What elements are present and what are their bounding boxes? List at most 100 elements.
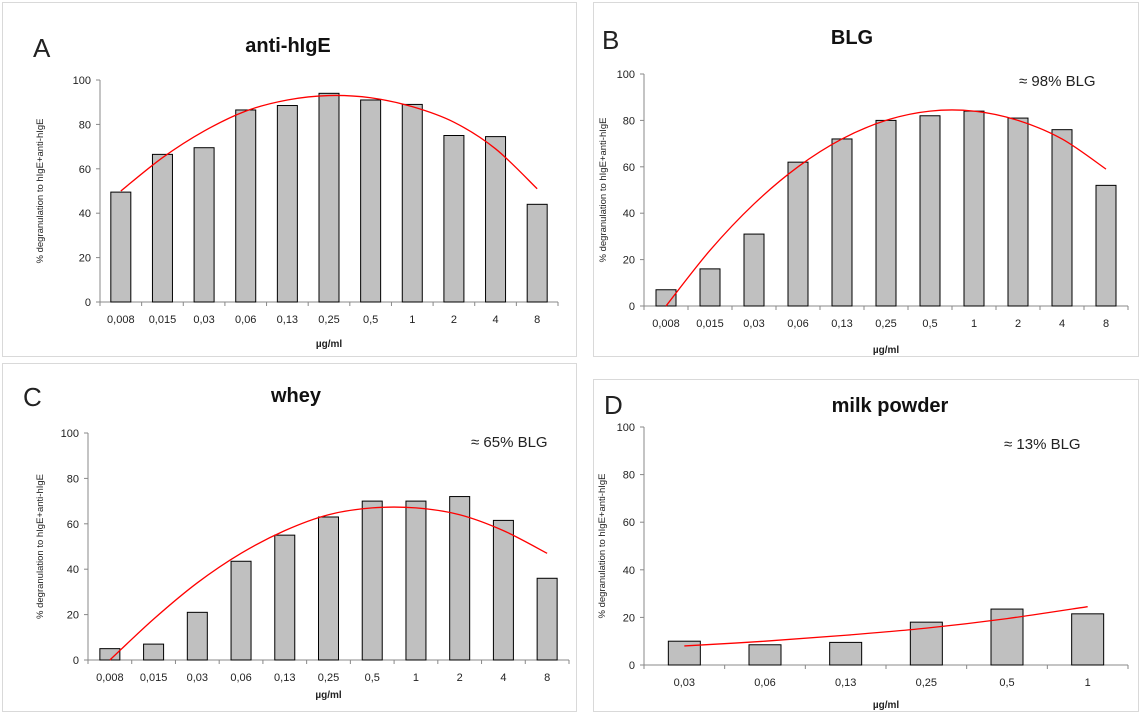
chart-title: anti-hIgE	[245, 35, 331, 57]
y-axis-label: % degranulation to hIgE+anti-hIgE	[597, 474, 608, 619]
x-tick-label: 0,008	[652, 318, 680, 330]
x-tick-label: 0,03	[743, 318, 764, 330]
chart-svg: 0 20 40 60 80 100 0,03 0,06 0,13 0,25 0,5 1 µg/ml % d…	[597, 422, 1129, 711]
y-axis-label: % degranulation to hIgE+anti-hIgE	[35, 119, 46, 264]
y-tick-label: 80	[623, 115, 635, 127]
chart-title: BLG	[830, 27, 874, 49]
bar	[748, 644, 782, 666]
x-tick-label: 0,25	[916, 677, 937, 689]
trendline	[120, 94, 538, 192]
x-tick-label: 0,13	[274, 672, 295, 684]
trendline	[684, 606, 1088, 647]
y-tick-label: 80	[67, 473, 79, 485]
x-tick-label: 0,13	[277, 314, 298, 326]
trendline	[665, 109, 1107, 307]
bar	[443, 135, 465, 303]
x-tick-label: 0,06	[235, 314, 256, 326]
x-tick-label: 1	[409, 314, 415, 326]
chart-title: milk powder	[831, 395, 949, 417]
chart-svg: 0 20 40 60 80 100 0,008 0,015 0,03 0,06 0,13 0,25 0,…	[598, 69, 1129, 356]
x-tick-label: 4	[1059, 318, 1065, 330]
x-tick-label: 0,13	[835, 677, 856, 689]
x-axis-label: µg/ml	[316, 339, 343, 350]
bar	[485, 136, 507, 303]
bar	[405, 500, 427, 661]
x-tick-label: 0,008	[96, 672, 124, 684]
x-tick-label: 0,06	[754, 677, 775, 689]
y-tick-label: 20	[67, 610, 79, 622]
bar	[276, 105, 298, 303]
bar	[318, 92, 340, 303]
y-tick-label: 60	[79, 164, 91, 176]
bar	[361, 500, 383, 661]
bar	[1007, 117, 1029, 307]
x-tick-label: 0,06	[787, 318, 808, 330]
x-tick-label: 2	[457, 672, 463, 684]
y-axis-label: % degranulation to hIgE+anti-hIgE	[35, 474, 46, 619]
x-tick-label: 8	[534, 314, 540, 326]
x-tick-label: 1	[1085, 677, 1091, 689]
chart-title: whey	[270, 385, 322, 407]
x-tick-label: 0,008	[107, 314, 135, 326]
blg-content-annotation: ≈ 65% BLG	[471, 434, 548, 451]
x-tick-label: 8	[544, 672, 550, 684]
x-axis-label: µg/ml	[873, 700, 900, 711]
bar	[274, 534, 296, 661]
panel-letter: A	[33, 33, 51, 63]
x-tick-label: 0,25	[875, 318, 896, 330]
blg-content-annotation: ≈ 98% BLG	[1019, 73, 1096, 90]
bar	[186, 611, 208, 661]
panel-letter: C	[23, 382, 42, 412]
x-tick-label: 0,03	[193, 314, 214, 326]
y-tick-label: 0	[85, 297, 91, 309]
y-tick-label: 60	[623, 162, 635, 174]
bar	[235, 109, 257, 303]
y-tick-label: 20	[623, 255, 635, 267]
x-tick-label: 4	[500, 672, 506, 684]
x-tick-label: 0,015	[140, 672, 168, 684]
x-tick-label: 0,5	[365, 672, 380, 684]
bar	[143, 643, 165, 661]
bar	[831, 138, 853, 307]
bar	[110, 191, 132, 303]
x-tick-label: 0,5	[363, 314, 378, 326]
panel-letter: B	[602, 25, 620, 55]
y-tick-label: 20	[79, 253, 91, 265]
y-tick-label: 0	[629, 301, 635, 313]
bar	[526, 203, 548, 303]
y-tick-label: 40	[67, 564, 79, 576]
bar	[1051, 129, 1073, 307]
x-tick-label: 2	[1015, 318, 1021, 330]
x-tick-label: 4	[492, 314, 498, 326]
bar	[743, 233, 765, 307]
y-tick-label: 0	[629, 660, 635, 672]
y-tick-label: 80	[623, 470, 635, 482]
bar	[360, 99, 382, 303]
bar	[492, 519, 514, 661]
x-axis-label: µg/ml	[315, 690, 342, 701]
bar	[1071, 613, 1105, 666]
bar	[787, 161, 809, 307]
x-tick-label: 0,06	[230, 672, 251, 684]
bar	[699, 268, 721, 307]
x-axis-label: µg/ml	[873, 345, 900, 356]
y-tick-label: 40	[79, 208, 91, 220]
y-tick-label: 80	[79, 119, 91, 131]
x-tick-label: 1	[413, 672, 419, 684]
bar	[99, 648, 121, 661]
y-tick-label: 100	[617, 422, 635, 434]
y-tick-label: 40	[623, 565, 635, 577]
bar	[536, 577, 558, 661]
trendline	[109, 506, 548, 661]
y-axis-label: % degranulation to hIgE+anti-hIgE	[598, 118, 609, 263]
bar	[963, 110, 985, 307]
x-tick-label: 0,015	[149, 314, 177, 326]
x-tick-label: 0,03	[674, 677, 695, 689]
bar	[401, 103, 423, 303]
bar	[919, 115, 941, 307]
x-tick-label: 0,25	[318, 314, 339, 326]
y-tick-label: 100	[617, 69, 635, 81]
y-tick-label: 60	[67, 519, 79, 531]
